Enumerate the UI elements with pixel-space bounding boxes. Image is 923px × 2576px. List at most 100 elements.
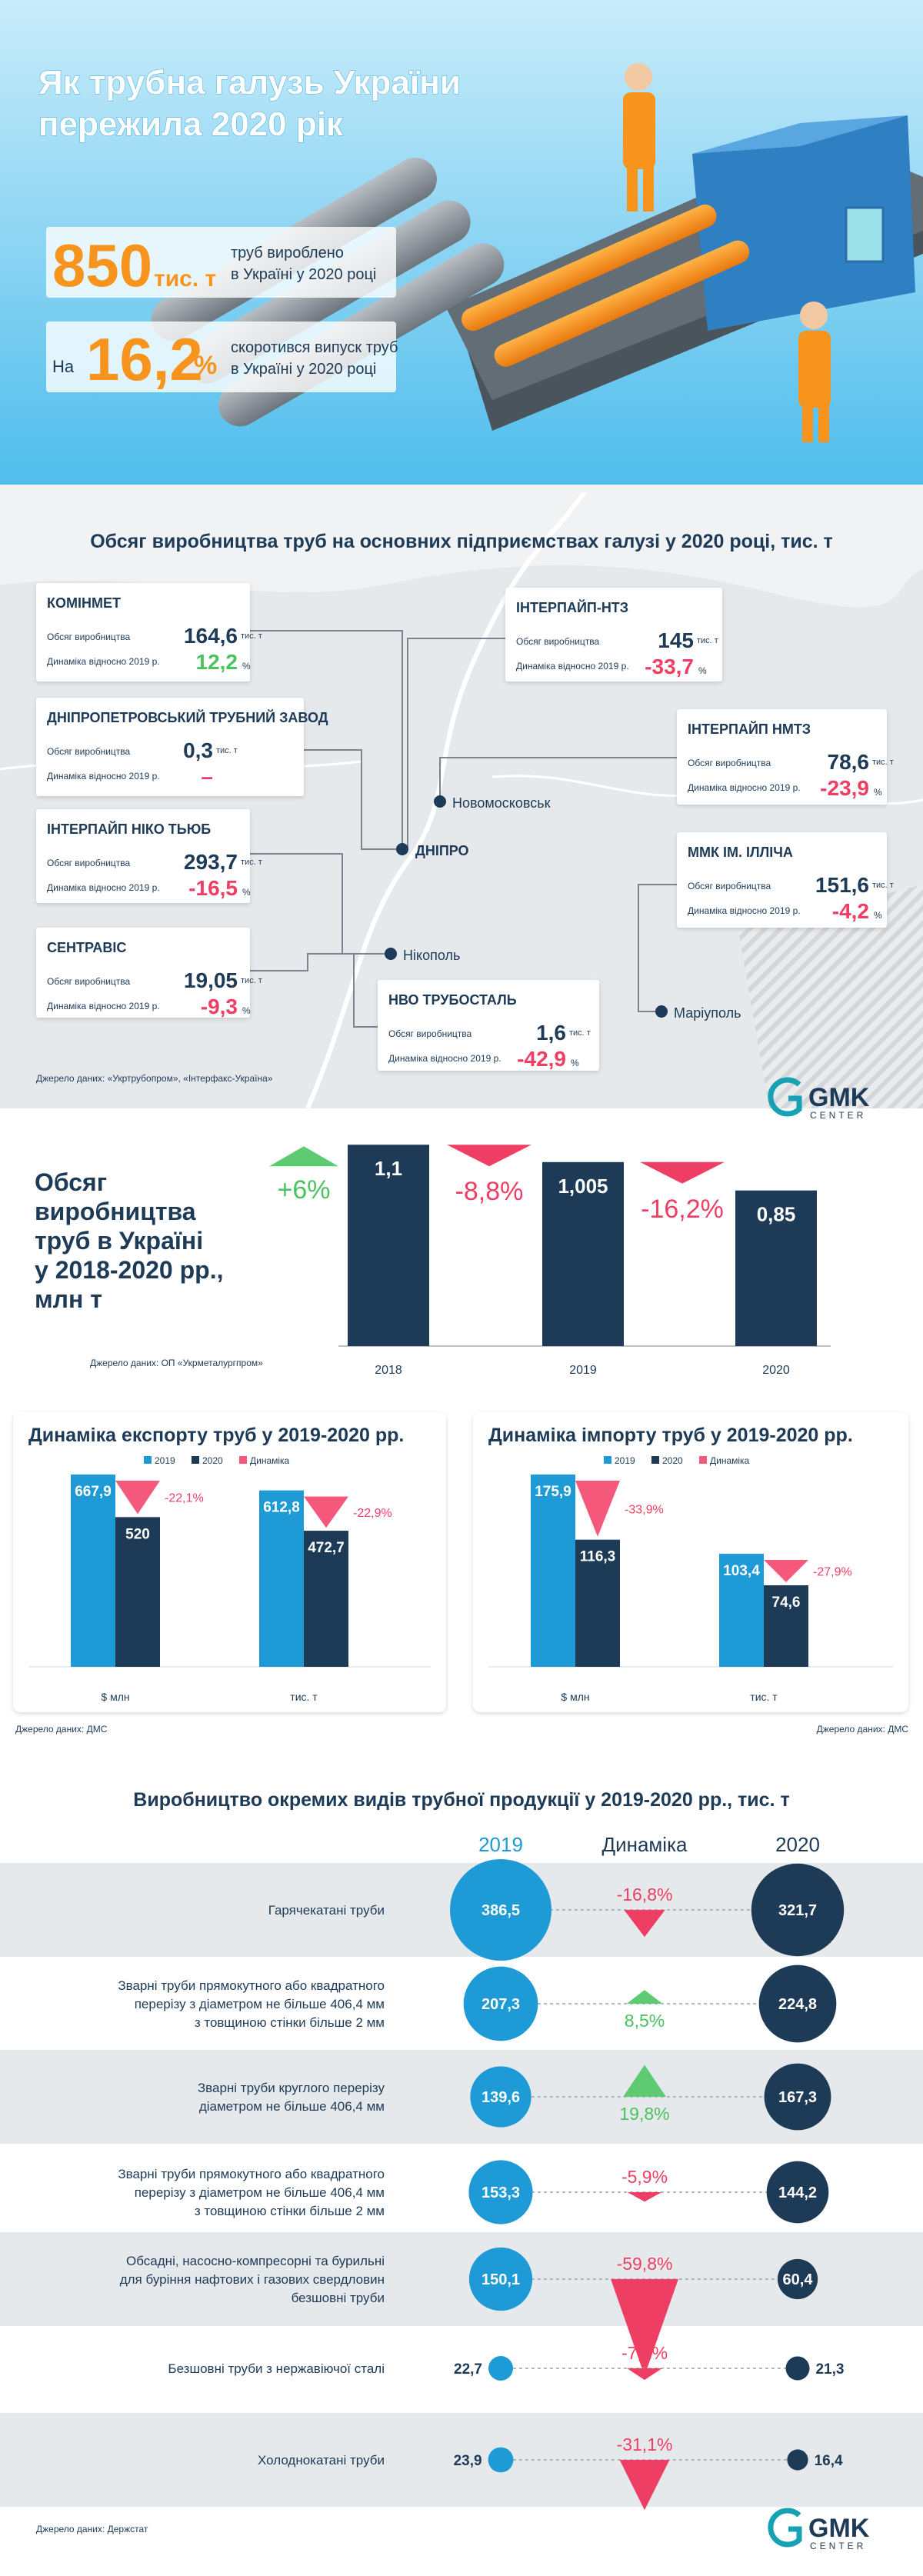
city-dot (434, 795, 446, 808)
dynamics-unit: % (242, 1005, 251, 1016)
stat-box (46, 227, 396, 298)
section-title: Виробництво окремих видів трубної продук… (133, 1789, 789, 1811)
row-label: з товщиною стінки більше 2 мм (195, 2015, 385, 2030)
legend-label: 2019 (615, 1455, 635, 1466)
change-triangle (575, 1481, 620, 1537)
legend-swatch (699, 1456, 707, 1464)
stat-value: 16,2 (86, 325, 203, 393)
column-header: 2020 (775, 1833, 820, 1856)
change-triangle (764, 1560, 808, 1582)
bubble-label: 321,7 (778, 1902, 817, 1919)
city-label: Маріуполь (674, 1005, 741, 1021)
bubble-2019 (488, 2447, 514, 2473)
row-label: Обсадні, насосно-компресорні та бурильні (126, 2254, 385, 2268)
dynamics-unit: % (874, 787, 882, 798)
legend-swatch (651, 1456, 659, 1464)
change-label: -22,1% (165, 1492, 204, 1505)
change-triangle (447, 1145, 531, 1167)
bubble-2020 (751, 1863, 845, 1957)
volume-value: 293,7 (184, 850, 238, 874)
source: Джерело даних: Держстат (36, 2524, 148, 2534)
panel-title: Динаміка імпорту труб у 2019-2020 рр. (488, 1425, 853, 1446)
bar-label: 612,8 (263, 1500, 300, 1516)
bar (575, 1539, 620, 1667)
bubble-2020 (787, 2449, 808, 2471)
row-label: перерізу з діаметром не більше 406,4 мм (135, 2185, 385, 2200)
stat-text: труб вироблено (231, 245, 344, 262)
company-card (36, 698, 304, 796)
company-card (677, 709, 887, 805)
row-label: з товщиною стінки більше 2 мм (195, 2204, 385, 2218)
bar (719, 1554, 764, 1667)
stat-value: 850 (52, 232, 152, 299)
city-label: ДНІПРО (415, 843, 469, 858)
section-title: млн т (35, 1285, 102, 1313)
bubble-label: 21,3 (815, 2361, 844, 2378)
change-label: -27,9% (813, 1566, 852, 1579)
bar-label: 74,6 (772, 1595, 801, 1611)
legend-label: Динаміка (710, 1455, 750, 1466)
section-title: Обсяг виробництва труб на основних підпр… (90, 531, 833, 552)
change-triangle (627, 2192, 662, 2202)
change-label: -8,8% (455, 1177, 524, 1206)
dynamics-value: – (201, 765, 213, 788)
city-label: Новомосковськ (452, 795, 551, 811)
bar-label: 667,9 (75, 1484, 112, 1500)
change-label: -31,1% (617, 2434, 673, 2454)
company-name: СЕНТРАВІС (47, 940, 126, 955)
bar-label: 103,4 (723, 1563, 760, 1579)
volume-unit: тис. т (697, 636, 718, 645)
bar (348, 1145, 429, 1346)
change-triangle (626, 1990, 663, 2004)
stat-unit: % (194, 351, 217, 380)
bubble-2020 (785, 2356, 810, 2381)
company-card (36, 809, 250, 903)
dynamics-unit: % (242, 661, 251, 671)
legend-swatch (192, 1456, 199, 1464)
change-label: -59,8% (617, 2254, 673, 2274)
legend-swatch (144, 1456, 152, 1464)
stat-text: в Україні у 2020 році (231, 361, 376, 378)
dynamics-label: Динаміка відносно 2019 р. (47, 771, 160, 781)
row-label: перерізу з діаметром не більше 406,4 мм (135, 1997, 385, 2011)
logo-sub: CENTER (810, 2541, 866, 2551)
column-header: Динаміка (601, 1833, 688, 1856)
bubble-label: 16,4 (815, 2453, 843, 2469)
dynamics-label: Динаміка відносно 2019 р. (516, 661, 629, 671)
title: Як трубна галузь України (38, 64, 461, 102)
bar-label: 175,9 (535, 1484, 571, 1500)
logo-icon (768, 1077, 802, 1117)
volume-value: 164,6 (184, 624, 238, 648)
connector (638, 884, 677, 1012)
change-triangle (611, 2279, 678, 2376)
connector (353, 953, 391, 1028)
bubble-2019 (468, 2247, 533, 2311)
dynamics-unit: % (698, 665, 707, 676)
change-label: -16,2% (641, 1195, 724, 1224)
change-triangle (624, 1910, 665, 1938)
volume-unit: тис. т (241, 976, 262, 985)
legend-swatch (239, 1456, 247, 1464)
source: Джерело даних: «Укртрубопром», «Інтерфак… (36, 1073, 273, 1084)
section-title: виробництва (35, 1198, 196, 1225)
dynamics-unit: % (242, 887, 251, 898)
row-label: Холоднокатані труби (258, 2453, 385, 2468)
volume-label: Обсяг виробництва (388, 1028, 472, 1039)
change-label: 19,8% (619, 2104, 669, 2124)
connector (407, 638, 505, 849)
bubble-label: 22,7 (454, 2361, 482, 2378)
legend-label: 2020 (662, 1455, 683, 1466)
logo-icon (768, 2508, 802, 2548)
row-label: Безшовні труби з нержавіючої сталі (168, 2361, 385, 2376)
change-label: -5,9% (621, 2167, 668, 2187)
bubble-2019 (463, 1966, 538, 2041)
volume-value: 151,6 (815, 873, 869, 897)
change-label: -16,8% (617, 1885, 673, 1905)
city-dot (396, 843, 408, 855)
bar-label: 472,7 (308, 1540, 345, 1556)
company-name: ММК ІМ. ІЛЛІЧА (688, 845, 793, 860)
company-card (505, 588, 722, 681)
volume-value: 145 (658, 628, 694, 652)
volume-value: 78,6 (828, 750, 870, 774)
